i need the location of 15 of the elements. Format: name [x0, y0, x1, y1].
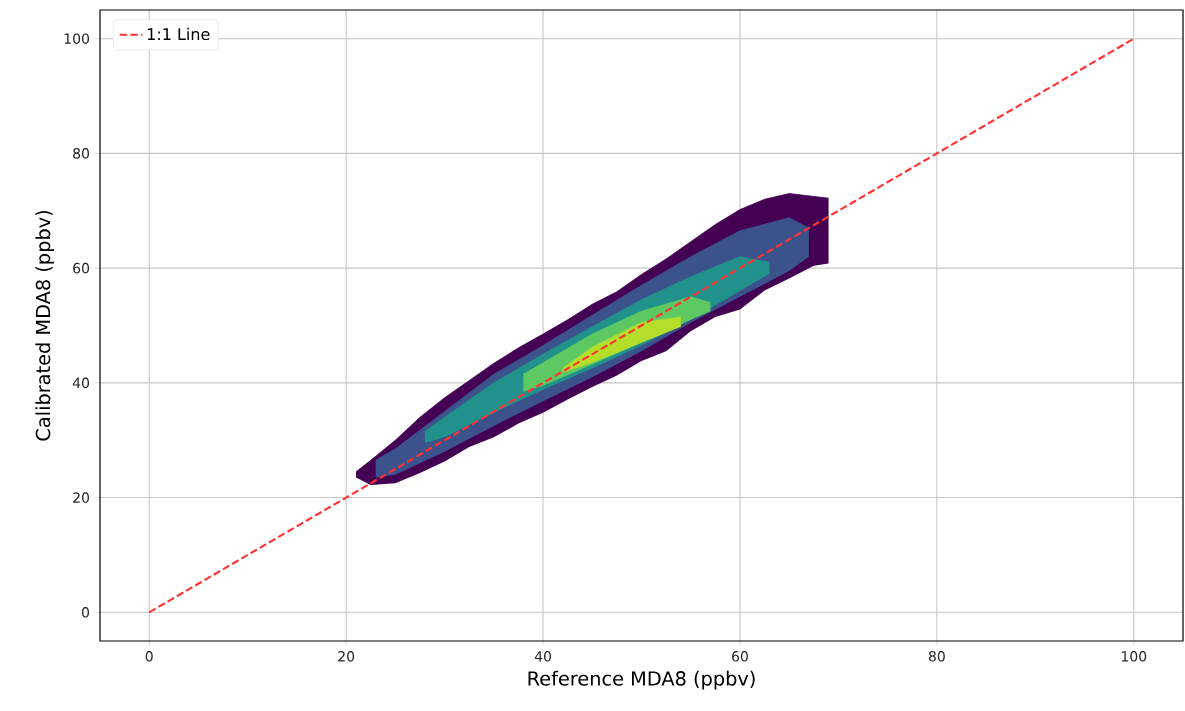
x-tick-label: 80 — [928, 651, 945, 662]
y-tick-label: 100 — [64, 33, 90, 44]
x-tick-label: 60 — [732, 651, 748, 662]
y-tick-label: 60 — [73, 262, 90, 274]
legend-label: 1:1 Line — [147, 27, 210, 41]
x-axis-title: Reference MDA8 (ppbv) — [528, 670, 755, 690]
y-tick-label: 80 — [73, 148, 90, 159]
x-tick-label: 40 — [534, 651, 552, 662]
y-axis-title: Calibrated MDA8 (ppbv) — [35, 211, 55, 441]
x-tick-label: 20 — [338, 651, 355, 662]
x-tick-label: 100 — [1121, 651, 1147, 662]
x-tick-label: 0 — [145, 651, 153, 662]
y-tick-label: 40 — [72, 377, 90, 389]
y-tick-label: 20 — [73, 492, 90, 503]
y-tick-label: 0 — [81, 607, 90, 618]
